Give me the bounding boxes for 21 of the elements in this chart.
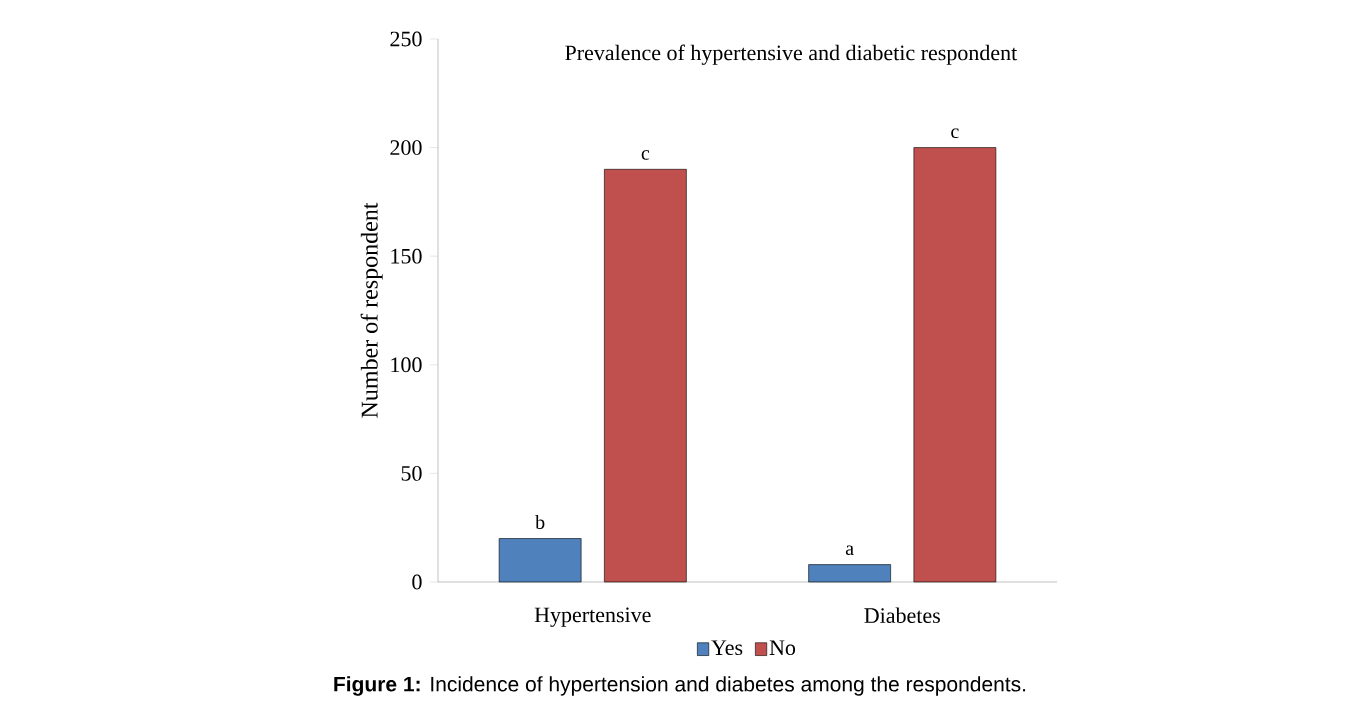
bar (913, 147, 997, 583)
text: Figure 1: Incidence of hypertension and diabetes among the respondents. (334, 676, 1026, 696)
chart-title: Prevalence of hypertensive and diabetic respondent (565, 44, 1018, 65)
data-label: c (951, 128, 959, 139)
bar (498, 538, 582, 583)
bar (604, 169, 687, 583)
data-label: c (641, 150, 650, 160)
y-tick-label: 50 (401, 465, 422, 481)
x-tick-label: Hypertensive (534, 607, 651, 627)
y-axis-title: Number of respondent (360, 202, 383, 418)
y-tick-label: 150 (391, 248, 422, 264)
data-label: a (845, 545, 854, 556)
data-label: b (535, 514, 545, 530)
y-tick-label: 200 (390, 140, 422, 156)
y-tick-label: 0 (412, 574, 422, 590)
y-tick-label: 100 (391, 357, 422, 373)
x-tick-label: Diabetes (864, 607, 940, 623)
legend-label: Yes (711, 640, 743, 656)
legend-label: No (769, 640, 796, 656)
bar (808, 564, 891, 583)
y-tick-label: 250 (390, 31, 422, 47)
